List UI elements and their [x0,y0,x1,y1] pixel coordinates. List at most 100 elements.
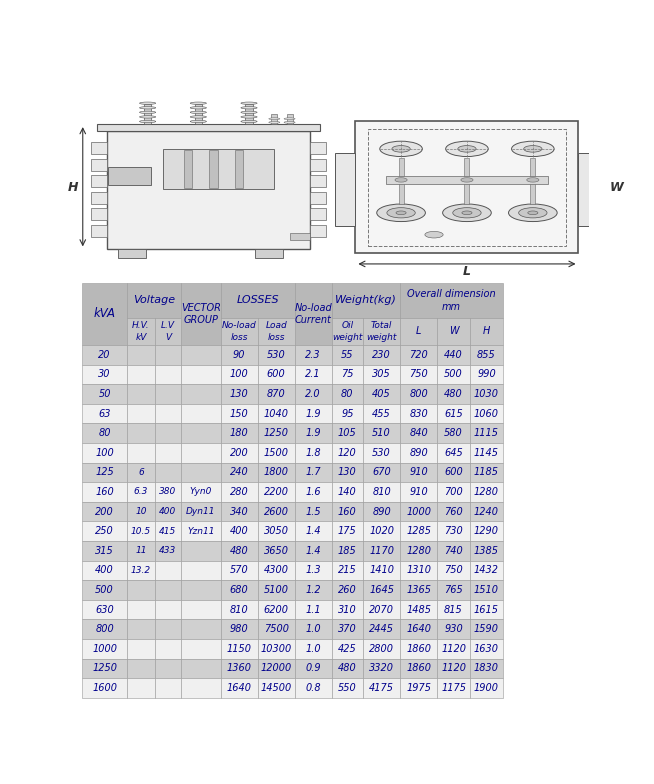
Bar [220,561,258,580]
Circle shape [509,204,557,222]
Bar [332,580,363,600]
Bar [400,318,437,345]
Bar [400,345,437,365]
Bar [258,384,294,404]
Bar [363,561,400,580]
Text: 1800: 1800 [264,467,288,477]
Bar [363,318,400,345]
Bar [181,639,220,659]
Text: 1385: 1385 [474,546,499,556]
Text: 1900: 1900 [474,683,499,693]
Bar [128,678,155,698]
Text: 670: 670 [372,467,391,477]
Circle shape [443,204,491,222]
Text: 730: 730 [444,526,463,536]
Ellipse shape [190,102,207,104]
Bar [128,443,155,463]
Text: 930: 930 [444,624,463,634]
Text: VECTOR
GROUP: VECTOR GROUP [181,303,221,325]
Bar [294,502,332,521]
Bar [235,150,243,188]
Ellipse shape [241,107,257,109]
Text: 1640: 1640 [227,683,252,693]
Bar [332,443,363,463]
Bar [294,521,332,541]
Bar [437,502,470,521]
Bar [155,404,181,423]
Bar [155,423,181,443]
Text: 800: 800 [409,389,428,399]
Bar [363,345,400,365]
Circle shape [511,141,554,157]
Text: Load
loss: Load loss [266,321,287,342]
Text: 12000: 12000 [260,663,292,673]
Bar [470,482,503,502]
Ellipse shape [284,122,295,123]
Bar [310,176,326,187]
Text: 1250: 1250 [92,663,117,673]
Bar [220,318,258,345]
Text: 910: 910 [409,467,428,477]
Text: 570: 570 [230,565,249,575]
Bar [464,158,470,180]
Circle shape [524,146,542,152]
Bar [332,318,363,345]
Text: 90: 90 [233,350,245,360]
Text: 890: 890 [372,506,391,517]
Text: 160: 160 [95,487,114,497]
Bar [91,192,107,204]
Bar [437,678,470,698]
Text: 150: 150 [230,408,249,419]
Bar [258,541,294,561]
Bar [437,443,470,463]
Text: 5100: 5100 [264,585,288,595]
Text: 200: 200 [95,506,114,517]
Bar [363,659,400,678]
Text: 580: 580 [444,428,463,438]
Bar [128,318,155,345]
Text: 6200: 6200 [264,604,288,615]
Text: 455: 455 [372,408,391,419]
Text: L.V
V: L.V V [161,321,175,342]
Bar [363,365,400,384]
Bar [294,482,332,502]
Bar [470,463,503,482]
Text: 310: 310 [338,604,356,615]
Text: 1510: 1510 [474,585,499,595]
Bar [332,600,363,619]
Bar [310,159,326,171]
Bar [332,678,363,698]
Text: 2070: 2070 [369,604,394,615]
Text: 870: 870 [267,389,286,399]
Text: W: W [610,181,623,194]
Bar [82,404,128,423]
Bar [82,345,128,365]
Text: L: L [463,265,471,278]
Bar [82,384,128,404]
Bar [400,365,437,384]
Bar [310,209,326,220]
Text: H: H [67,181,78,194]
Bar [356,122,579,253]
Bar [258,443,294,463]
Bar [82,580,128,600]
Circle shape [396,211,406,215]
Bar [91,209,107,220]
Bar [470,561,503,580]
Text: 600: 600 [267,369,286,379]
Bar [400,443,437,463]
Bar [363,443,400,463]
Bar [470,600,503,619]
Bar [181,404,220,423]
Text: 240: 240 [230,467,249,477]
Circle shape [528,211,538,215]
Text: 1020: 1020 [369,526,394,536]
Bar [258,659,294,678]
Bar [294,283,332,345]
Bar [386,176,548,183]
Text: 500: 500 [95,585,114,595]
Text: L: L [416,326,421,336]
Bar [294,423,332,443]
Bar [294,619,332,639]
Text: 4300: 4300 [264,565,288,575]
